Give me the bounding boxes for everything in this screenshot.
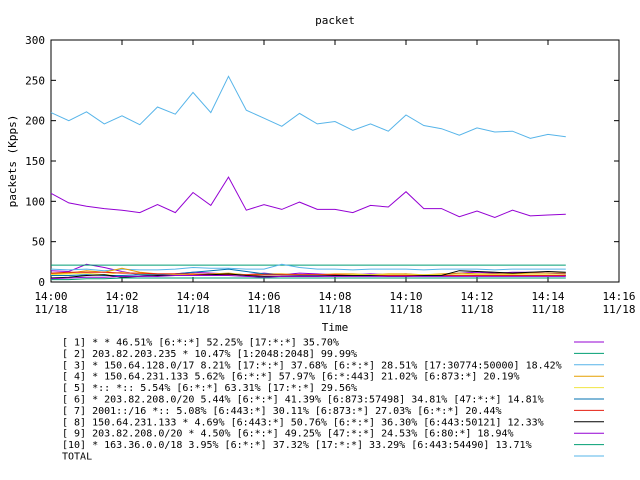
legend-label: [ 3] * 150.64.128.0/17 8.21% [17:*:*] 37… (62, 360, 562, 371)
x-tick-label-date: 11/18 (176, 303, 209, 316)
legend-label: [ 8] 150.64.231.133 * 4.69% [6:443:*] 50… (62, 417, 544, 428)
x-tick-label-time: 14:16 (602, 290, 635, 303)
legend-label: [ 2] 203.82.203.235 * 10.47% [1:2048:204… (62, 349, 357, 360)
series-lines (50, 75, 566, 281)
x-axis: 14:0011/1814:0211/1814:0411/1814:0611/18… (34, 40, 636, 316)
y-axis: 0 50 100 150 200 250 300 (25, 34, 619, 289)
legend-label: [ 4] * 150.64.231.133 5.62% [6:*:*] 57.9… (62, 372, 520, 383)
series-line-12 (50, 176, 566, 219)
x-tick-label-date: 11/18 (318, 303, 351, 316)
plot-area-frame (50, 39, 620, 283)
x-tick-label-time: 14:00 (34, 290, 67, 303)
legend: [ 1] * * 46.51% [6:*:*] 52.25% [17:*:*] … (62, 338, 604, 463)
legend-label: [ 5] *:: *:: 5.54% [6:*:*] 63.31% [17:*:… (62, 383, 357, 394)
x-tick-label-date: 11/18 (460, 303, 493, 316)
x-tick-label-time: 14:14 (531, 290, 564, 303)
legend-label: [ 7] 2001::/16 *:: 5.08% [6:443:*] 30.11… (62, 406, 502, 417)
y-tick-label: 300 (25, 34, 45, 47)
series-line-10 (51, 277, 566, 281)
x-tick-label-date: 11/18 (247, 303, 280, 316)
y-tick-label: 250 (25, 74, 45, 87)
x-axis-label: Time (322, 321, 349, 334)
series-line-11 (50, 75, 566, 139)
y-axis-label: packets (Kpps) (6, 115, 19, 208)
x-tick-label-time: 14:06 (247, 290, 280, 303)
legend-label: [10] * 163.36.0.0/18 3.95% [6:*:*] 37.32… (62, 440, 532, 451)
series-line-3 (50, 263, 566, 272)
series-line-9 (50, 275, 566, 280)
x-tick-label-date: 11/18 (602, 303, 635, 316)
x-tick-label-time: 14:10 (389, 290, 422, 303)
legend-label: TOTAL (62, 452, 92, 463)
y-tick-label: 100 (25, 195, 45, 208)
y-tick-label: 50 (32, 236, 45, 249)
chart-title: packet (315, 14, 355, 27)
x-tick-label-time: 14:02 (105, 290, 138, 303)
y-tick-label: 200 (25, 115, 45, 128)
series-line-1 (50, 263, 566, 277)
x-tick-label-time: 14:12 (460, 290, 493, 303)
x-tick-label-date: 11/18 (105, 303, 138, 316)
y-tick-label: 150 (25, 155, 45, 168)
legend-label: [ 9] 203.82.208.0/20 * 4.50% [6:*:*] 49.… (62, 429, 514, 440)
legend-label: [ 6] * 203.82.208.0/20 5.44% [6:*:*] 41.… (62, 395, 544, 406)
x-tick-label-date: 11/18 (34, 303, 67, 316)
x-tick-label-time: 14:08 (318, 290, 351, 303)
x-tick-label-time: 14:04 (176, 290, 209, 303)
y-tick-label: 0 (38, 276, 45, 289)
x-tick-label-date: 11/18 (531, 303, 564, 316)
x-tick-label-date: 11/18 (389, 303, 422, 316)
series-line-7 (50, 271, 566, 276)
legend-label: [ 1] * * 46.51% [6:*:*] 52.25% [17:*:*] … (62, 338, 339, 349)
